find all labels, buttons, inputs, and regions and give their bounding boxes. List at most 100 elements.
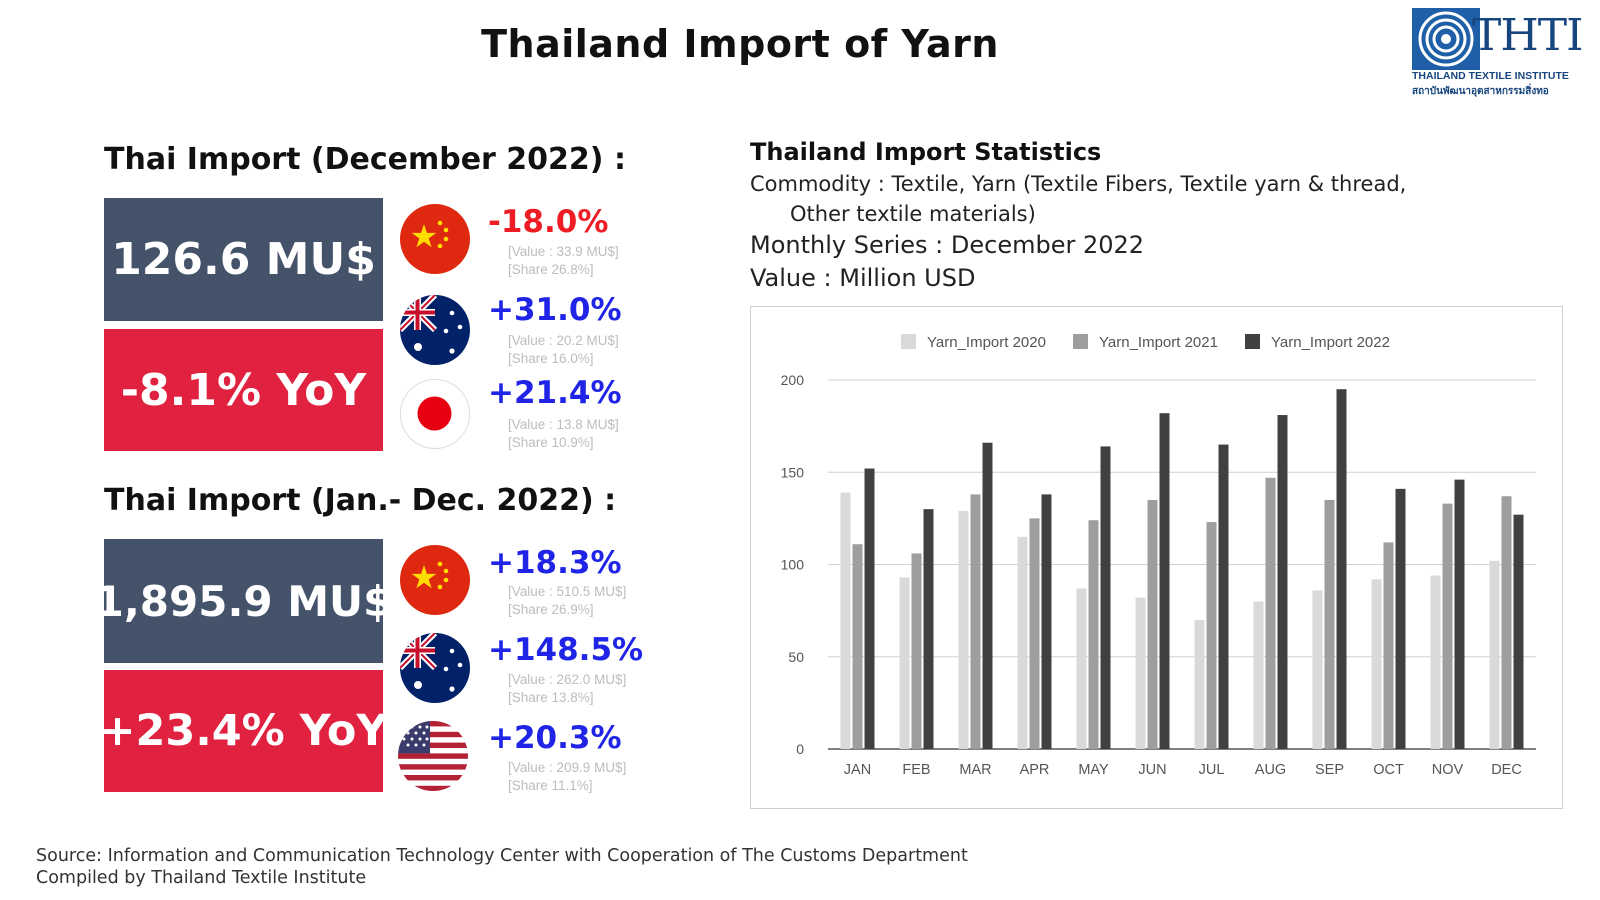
- usa-flag-icon: [398, 721, 468, 791]
- annual-australia-value: [Value : 262.0 MU$]: [508, 672, 627, 687]
- dec-china-value: [Value : 33.9 MU$]: [508, 244, 619, 259]
- y-tick-label: 100: [781, 557, 805, 573]
- annual-australia-share: [Share 13.8%]: [508, 690, 594, 705]
- x-tick-label: FEB: [902, 762, 930, 778]
- compiled-by-line: Compiled by Thailand Textile Institute: [36, 868, 367, 888]
- china-flag-icon: [400, 204, 470, 274]
- logo-subtitle-en: THAILAND TEXTILE INSTITUTE: [1412, 70, 1569, 82]
- december-heading: Thai Import (December 2022) :: [104, 142, 626, 177]
- logo-wordmark: THTI: [1472, 10, 1583, 61]
- x-tick-label: SEP: [1315, 762, 1344, 778]
- bar-sep-1: [1312, 590, 1323, 749]
- chart-container: 0 50 100 150 200 JAN FEB MAR APR MAY JUN JUL AUG SEP O…: [750, 306, 1563, 809]
- australia-flag-icon: [400, 295, 470, 365]
- legend-swatch: [1073, 334, 1088, 349]
- bar-apr-1: [1017, 536, 1028, 749]
- legend-label: Yarn_Import 2021: [1099, 334, 1218, 351]
- australia-flag-icon: [400, 633, 470, 703]
- bar-apr-3: [1041, 494, 1052, 749]
- bar-oct-1: [1371, 579, 1382, 749]
- bar-aug-2: [1265, 477, 1276, 749]
- bar-jan-1: [840, 492, 851, 749]
- bar-oct-2: [1383, 542, 1394, 749]
- dec-japan-value: [Value : 13.8 MU$]: [508, 417, 619, 432]
- x-tick-label: NOV: [1432, 762, 1464, 778]
- bar-jul-1: [1194, 619, 1205, 749]
- annual-australia-change: +148.5%: [488, 632, 644, 668]
- annual-china-share: [Share 26.9%]: [508, 602, 594, 617]
- source-line: Source: Information and Communication Te…: [36, 846, 968, 866]
- y-tick-label: 150: [781, 464, 805, 480]
- x-tick-label: DEC: [1491, 762, 1522, 778]
- bar-sep-2: [1324, 499, 1335, 749]
- stats-commodity-line2: Other textile materials): [790, 202, 1036, 226]
- bar-dec-2: [1501, 496, 1512, 749]
- legend-label: Yarn_Import 2022: [1271, 334, 1390, 351]
- bar-may-1: [1076, 588, 1087, 749]
- bar-may-2: [1088, 520, 1099, 749]
- logo-subtitle-th: สถาบันพัฒนาอุตสาหกรรมสิ่งทอ: [1412, 86, 1549, 97]
- x-tick-label: JAN: [844, 762, 871, 778]
- stats-value-unit: Value : Million USD: [750, 264, 976, 292]
- bar-jan-3: [864, 468, 875, 749]
- bar-nov-2: [1442, 503, 1453, 749]
- legend-label: Yarn_Import 2020: [927, 334, 1046, 351]
- bar-nov-1: [1430, 575, 1441, 749]
- dec-australia-change: +31.0%: [488, 292, 622, 328]
- china-flag-icon: [400, 545, 470, 615]
- bar-aug-3: [1277, 415, 1288, 749]
- december-yoy-box: -8.1% YoY: [104, 329, 383, 451]
- bar-dec-3: [1513, 514, 1524, 749]
- annual-yoy-box: +23.4% YoY: [99, 670, 388, 792]
- bar-feb-2: [911, 553, 922, 749]
- annual-total-box: 1,895.9 MU$: [95, 539, 392, 663]
- bar-mar-1: [958, 510, 969, 749]
- annual-china-value: [Value : 510.5 MU$]: [508, 584, 627, 599]
- x-tick-label: MAR: [959, 762, 991, 778]
- december-total-box: 126.6 MU$: [104, 198, 383, 321]
- annual-heading: Thai Import (Jan.- Dec. 2022) :: [104, 483, 617, 518]
- x-tick-label: JUN: [1138, 762, 1166, 778]
- dec-japan-change: +21.4%: [488, 375, 622, 411]
- bar-jan-2: [852, 544, 863, 749]
- x-tick-label: MAY: [1078, 762, 1109, 778]
- dec-china-change: -18.0%: [488, 204, 609, 240]
- bar-jun-1: [1135, 597, 1146, 749]
- dec-china-share: [Share 26.8%]: [508, 262, 594, 277]
- dec-australia-value: [Value : 20.2 MU$]: [508, 333, 619, 348]
- legend-swatch: [901, 334, 916, 349]
- bar-mar-2: [970, 494, 981, 749]
- bar-jul-3: [1218, 444, 1229, 749]
- legend-swatch: [1245, 334, 1260, 349]
- y-tick-label: 0: [796, 741, 804, 757]
- bar-jun-3: [1159, 413, 1170, 749]
- annual-usa-share: [Share 11.1%]: [508, 778, 593, 793]
- bar-mar-3: [982, 442, 993, 749]
- x-tick-label: OCT: [1373, 762, 1404, 778]
- page-title: Thailand Import of Yarn: [481, 22, 999, 66]
- x-tick-label: APR: [1020, 762, 1050, 778]
- x-tick-label: JUL: [1199, 762, 1225, 778]
- x-tick-label: AUG: [1255, 762, 1286, 778]
- stats-series: Monthly Series : December 2022: [750, 231, 1145, 259]
- thti-logo: THTI THAILAND TEXTILE INSTITUTE สถาบันพั…: [1412, 8, 1592, 98]
- bar-aug-1: [1253, 601, 1264, 749]
- bar-apr-2: [1029, 518, 1040, 749]
- bar-jul-2: [1206, 522, 1217, 749]
- dec-japan-share: [Share 10.9%]: [508, 435, 594, 450]
- y-tick-label: 50: [788, 649, 804, 665]
- annual-usa-value: [Value : 209.9 MU$]: [508, 760, 627, 775]
- bar-jun-2: [1147, 499, 1158, 749]
- bar-feb-3: [923, 509, 934, 749]
- bar-nov-3: [1454, 479, 1465, 749]
- bar-dec-1: [1489, 560, 1500, 749]
- y-tick-label: 200: [781, 372, 805, 388]
- bar-may-3: [1100, 446, 1111, 749]
- dec-australia-share: [Share 16.0%]: [508, 351, 594, 366]
- bar-feb-1: [899, 577, 910, 749]
- annual-china-change: +18.3%: [488, 545, 622, 581]
- stats-title: Thailand Import Statistics: [750, 138, 1102, 166]
- swirl-logo-icon: [1412, 8, 1480, 70]
- japan-flag-icon: [400, 379, 470, 449]
- bar-chart: 0 50 100 150 200 JAN FEB MAR APR MAY JUN JUL AUG SEP O…: [781, 334, 1536, 778]
